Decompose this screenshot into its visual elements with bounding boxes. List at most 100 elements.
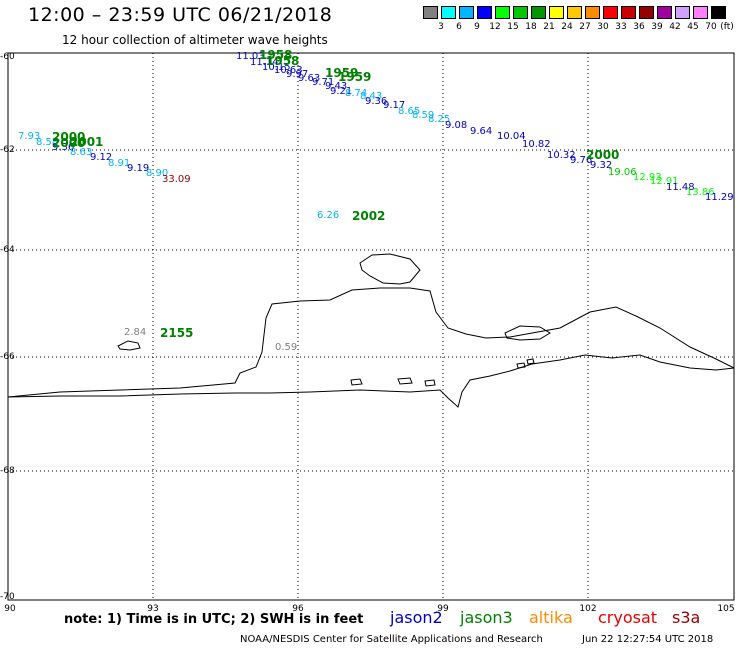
lon-label: 99 xyxy=(437,604,449,614)
scale-label: 42 xyxy=(669,22,681,32)
wave-height-label: 9.08 xyxy=(445,120,468,131)
legend-cryosat: cryosat xyxy=(598,608,658,627)
scale-label: 12 xyxy=(489,22,501,32)
wave-height-label: 6.26 xyxy=(317,210,340,221)
scale-swatch-16 xyxy=(711,6,726,19)
wave-height-label: 13.86 xyxy=(686,187,715,198)
wave-height-label: 8.58 xyxy=(36,137,59,148)
time-label: 1958 xyxy=(266,54,300,68)
time-label: 2002 xyxy=(352,209,386,223)
time-label: 1959 xyxy=(325,66,359,80)
scale-swatch-13 xyxy=(657,6,672,19)
wave-height-label: 10.15 xyxy=(262,62,291,73)
wave-height-label: 8.43 xyxy=(360,91,383,102)
lat-label: -66 xyxy=(0,352,15,362)
time-label: 2000 xyxy=(52,136,86,150)
wave-height-label: 9.19 xyxy=(127,163,150,174)
wave-height-label: 11.14 xyxy=(250,57,279,68)
wave-height-label: 9.63 xyxy=(298,73,321,84)
scale-label: 6 xyxy=(456,22,462,32)
wave-height-label: 12.91 xyxy=(650,176,679,187)
wave-height-label: 8.74 xyxy=(345,88,368,99)
time-label: 2001 xyxy=(70,135,104,149)
scale-swatch-11 xyxy=(621,6,636,19)
wave-height-label: 9.36 xyxy=(365,96,388,107)
legend-jason3: jason3 xyxy=(460,608,513,627)
wave-height-label: 33.09 xyxy=(162,174,191,185)
lat-label: -60 xyxy=(0,52,15,62)
lat-label: -64 xyxy=(0,245,15,255)
wave-height-label: 8.65 xyxy=(398,106,421,117)
scale-label: 21 xyxy=(543,22,555,32)
legend-altika: altika xyxy=(529,608,573,627)
scale-swatch-10 xyxy=(603,6,618,19)
wave-height-label: 8.63 xyxy=(70,147,93,158)
wave-height-label: 9.43 xyxy=(325,81,348,92)
wave-height-label: 9.32 xyxy=(590,160,613,171)
graticule xyxy=(8,53,734,600)
scale-swatch-9 xyxy=(585,6,600,19)
lon-label: 105 xyxy=(717,604,735,614)
scale-label: 27 xyxy=(579,22,591,32)
wave-height-label: 10.63 xyxy=(274,65,303,76)
scale-swatch-0 xyxy=(423,6,438,19)
legend-jason2: jason2 xyxy=(390,608,443,627)
scale-label: 36 xyxy=(633,22,645,32)
scale-swatch-12 xyxy=(639,6,654,19)
wave-height-label: 2.84 xyxy=(124,327,147,338)
scale-swatch-6 xyxy=(531,6,546,19)
credit-text: NOAA/NESDIS Center for Satellite Applica… xyxy=(240,634,543,645)
lat-label: -62 xyxy=(0,145,15,155)
time-label: 2155 xyxy=(160,326,194,340)
scale-unit-label: (ft) xyxy=(720,22,734,32)
wave-height-label: 10.32 xyxy=(547,150,576,161)
wave-height-label: 11.03 xyxy=(236,51,265,62)
map-subtitle: 12 hour collection of altimeter wave hei… xyxy=(62,33,328,47)
coastline xyxy=(7,253,735,408)
lat-label: -68 xyxy=(0,466,15,476)
scale-swatch-14 xyxy=(675,6,690,19)
footer-note: note: 1) Time is in UTC; 2) SWH is in fe… xyxy=(64,612,364,627)
wave-height-label: 9.12 xyxy=(90,152,113,163)
scale-label: 15 xyxy=(507,22,519,32)
legend-s3a: s3a xyxy=(672,608,701,627)
wave-height-label: 7.93 xyxy=(18,131,41,142)
scale-label: 24 xyxy=(561,22,573,32)
scale-label: 3 xyxy=(438,22,444,32)
wave-height-label: 11.48 xyxy=(666,182,695,193)
wave-height-label: 9.36 xyxy=(52,142,75,153)
wave-height-label: 9.64 xyxy=(470,126,493,137)
map-frame xyxy=(7,52,735,601)
wave-height-label: 8.91 xyxy=(108,158,131,169)
lat-label: -70 xyxy=(0,592,15,602)
scale-swatch-3 xyxy=(477,6,492,19)
wave-height-label: 8.90 xyxy=(146,168,169,179)
lon-label: 96 xyxy=(292,604,304,614)
scale-label: 45 xyxy=(687,22,699,32)
wave-height-label: 10.04 xyxy=(497,131,526,142)
map-title: 12:00 – 23:59 UTC 06/21/2018 xyxy=(28,4,333,26)
wave-height-label: 9.71 xyxy=(312,77,335,88)
wave-height-label: 19.06 xyxy=(608,167,637,178)
scale-swatch-5 xyxy=(513,6,528,19)
lon-label: 102 xyxy=(579,604,597,614)
wave-height-label: 10.82 xyxy=(522,139,551,150)
wave-height-label: 9.21 xyxy=(330,86,353,97)
scale-swatch-7 xyxy=(549,6,564,19)
scale-swatch-1 xyxy=(441,6,456,19)
wave-height-label: 9.76 xyxy=(570,155,593,166)
wave-height-label: 9.17 xyxy=(383,100,406,111)
wave-height-label: 11.29 xyxy=(705,192,734,203)
time-label: 2000 xyxy=(52,130,86,144)
wave-height-label: 9.97 xyxy=(286,69,309,80)
time-label: 2000 xyxy=(586,148,620,162)
scale-swatch-2 xyxy=(459,6,474,19)
generated-timestamp: Jun 22 12:27:54 UTC 2018 xyxy=(582,634,714,645)
scale-label: 70 xyxy=(705,22,717,32)
scale-label: 33 xyxy=(615,22,627,32)
time-label: 1958 xyxy=(259,48,293,62)
wave-height-label: 12.93 xyxy=(633,172,662,183)
scale-swatch-8 xyxy=(567,6,582,19)
lon-label: 90 xyxy=(4,604,16,614)
